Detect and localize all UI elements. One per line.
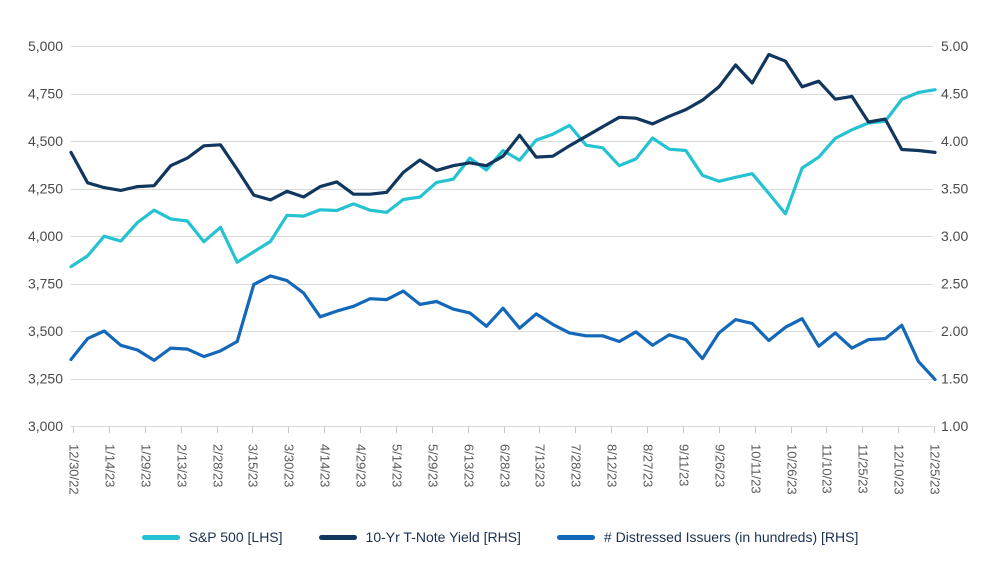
y-axis-label-left: 4,000: [28, 228, 63, 244]
y-axis-label-left: 5,000: [28, 38, 63, 54]
x-axis-label: 11/10/23: [820, 444, 835, 494]
y-axis-label-left: 3,000: [28, 418, 63, 434]
chart-legend: S&P 500 [LHS] 10-Yr T-Note Yield [RHS] #…: [0, 529, 1000, 545]
legend-swatch-distressed-issuers-icon: [556, 534, 595, 540]
y-axis-label-right: 2.50: [941, 276, 968, 292]
x-axis-label: 5/29/23: [426, 444, 441, 487]
x-axis-label: 4/29/23: [354, 444, 369, 487]
x-axis-label: 7/28/23: [569, 444, 584, 487]
legend-label-tnote-yield: 10-Yr T-Note Yield [RHS]: [365, 529, 521, 545]
x-axis-label: 10/11/23: [749, 444, 764, 494]
y-axis-label-left: 4,500: [28, 133, 63, 149]
legend-item-tnote-yield: 10-Yr T-Note Yield [RHS]: [318, 529, 521, 545]
x-axis-label: 9/11/23: [677, 444, 692, 486]
x-axis-label: 4/14/23: [318, 444, 333, 487]
x-axis-label: 11/25/23: [856, 444, 871, 494]
x-axis-label: 6/28/23: [498, 444, 513, 487]
legend-swatch-tnote-yield-icon: [318, 534, 357, 540]
legend-item-sp500: S&P 500 [LHS]: [141, 529, 283, 545]
y-axis-label-left: 4,750: [28, 86, 63, 102]
x-axis-label: 7/13/23: [533, 444, 548, 487]
y-axis-label-left: 3,500: [28, 323, 63, 339]
legend-item-distressed-issuers: # Distressed Issuers (in hundreds) [RHS]: [556, 529, 859, 545]
x-axis-label: 1/14/23: [103, 444, 118, 487]
line-chart: 5,000 4,750 4,500 4,250 4,000 3,750 3,500 3,250…: [28, 38, 969, 495]
series-line-tnote-yield: [69, 52, 937, 202]
x-axis-label: 8/27/23: [641, 444, 656, 487]
x-axis-label: 5/14/23: [390, 444, 405, 487]
y-axis-label-left: 4,250: [28, 181, 63, 197]
legend-label-distressed-issuers: # Distressed Issuers (in hundreds) [RHS]: [603, 529, 859, 545]
x-axis-label: 12/10/23: [892, 444, 907, 495]
legend-swatch-sp500-icon: [141, 534, 180, 540]
x-axis-label: 9/26/23: [713, 444, 728, 487]
series-line-sp500: [69, 88, 937, 269]
y-axis-label-left: 3,250: [28, 371, 63, 387]
y-axis-label-left: 3,750: [28, 276, 63, 292]
y-axis-label-right: 4.50: [941, 86, 968, 102]
x-axis-label: 6/13/23: [462, 444, 477, 487]
y-axis-label-right: 1.00: [941, 418, 968, 434]
x-axis-label: 1/29/23: [139, 444, 154, 487]
y-axis-label-right: 1.50: [941, 371, 968, 387]
x-axis-label: 2/28/23: [211, 444, 226, 487]
y-axis-label-right: 3.00: [941, 228, 968, 244]
x-axis-label: 12/25/23: [928, 444, 943, 495]
y-axis-label-right: 5.00: [941, 38, 968, 54]
x-axis-label: 12/30/22: [67, 444, 82, 495]
y-axis-label-right: 2.00: [941, 323, 968, 339]
x-axis-label: 2/13/23: [175, 444, 190, 487]
series-line-distressed-issuers: [69, 274, 937, 381]
y-axis-label-right: 3.50: [941, 181, 968, 197]
x-axis-label: 8/12/23: [605, 444, 620, 487]
x-axis-label: 10/26/23: [785, 444, 800, 495]
x-axis-label: 3/15/23: [246, 444, 261, 487]
y-axis-label-right: 4.00: [941, 133, 968, 149]
legend-label-sp500: S&P 500 [LHS]: [188, 529, 283, 545]
x-axis-label: 3/30/23: [282, 444, 297, 487]
